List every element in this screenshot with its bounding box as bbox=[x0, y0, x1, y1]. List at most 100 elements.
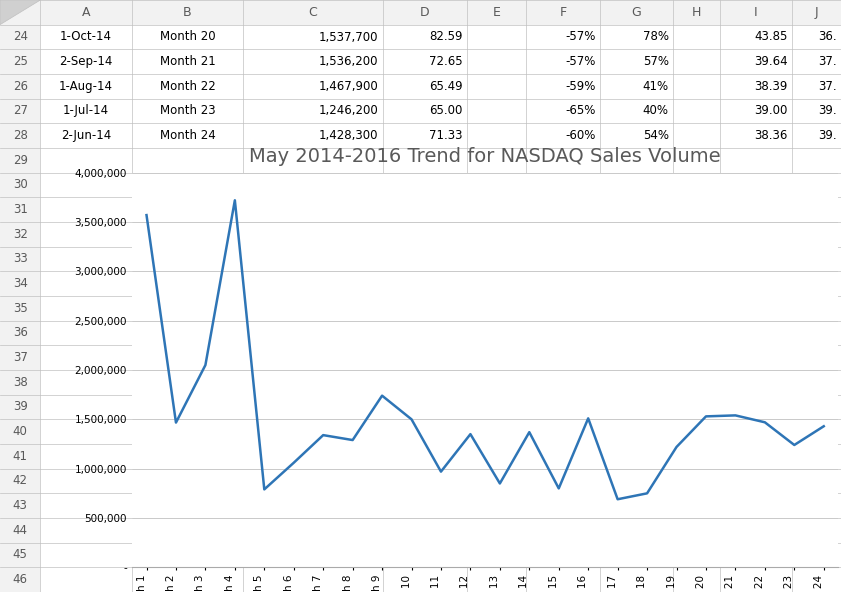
Text: 1,428,300: 1,428,300 bbox=[319, 129, 378, 142]
Bar bbox=[0, 49, 40, 74]
Text: -59%: -59% bbox=[565, 80, 596, 93]
Text: B: B bbox=[183, 6, 192, 19]
Bar bbox=[0, 0, 40, 25]
Text: 42: 42 bbox=[13, 475, 28, 487]
Bar bbox=[0, 173, 40, 197]
Text: 82.59: 82.59 bbox=[429, 31, 463, 43]
Text: 36: 36 bbox=[13, 327, 28, 339]
Text: 31: 31 bbox=[13, 203, 28, 216]
Text: 38: 38 bbox=[13, 376, 28, 389]
Bar bbox=[0, 0, 841, 25]
Bar bbox=[0, 345, 40, 370]
Text: 37.: 37. bbox=[818, 80, 837, 93]
Text: 24: 24 bbox=[13, 31, 28, 43]
Text: 43: 43 bbox=[13, 499, 28, 512]
Bar bbox=[0, 370, 40, 395]
Bar bbox=[0, 296, 40, 321]
Text: 38.36: 38.36 bbox=[754, 129, 787, 142]
Text: 43.85: 43.85 bbox=[754, 31, 787, 43]
Title: May 2014-2016 Trend for NASDAQ Sales Volume: May 2014-2016 Trend for NASDAQ Sales Vol… bbox=[249, 147, 721, 166]
Text: 46: 46 bbox=[13, 573, 28, 586]
Text: 34: 34 bbox=[13, 277, 28, 290]
Bar bbox=[0, 74, 40, 99]
Bar bbox=[0, 25, 40, 49]
Text: 39.00: 39.00 bbox=[754, 105, 787, 117]
Text: A: A bbox=[82, 6, 90, 19]
Text: -60%: -60% bbox=[565, 129, 596, 142]
Text: 40%: 40% bbox=[643, 105, 669, 117]
Bar bbox=[0, 395, 40, 419]
Text: 1,467,900: 1,467,900 bbox=[319, 80, 378, 93]
Text: 1,246,200: 1,246,200 bbox=[319, 105, 378, 117]
Text: Month 23: Month 23 bbox=[160, 105, 215, 117]
Text: 2-Jun-14: 2-Jun-14 bbox=[61, 129, 111, 142]
Text: I: I bbox=[754, 6, 758, 19]
Text: G: G bbox=[632, 6, 642, 19]
Text: 39.64: 39.64 bbox=[754, 55, 787, 68]
Text: Month 21: Month 21 bbox=[160, 55, 215, 68]
Bar bbox=[0, 271, 40, 296]
Text: 65.49: 65.49 bbox=[429, 80, 463, 93]
Text: C: C bbox=[309, 6, 317, 19]
Text: 41: 41 bbox=[13, 450, 28, 463]
Text: 26: 26 bbox=[13, 80, 28, 93]
Text: 29: 29 bbox=[13, 154, 28, 167]
Text: 40: 40 bbox=[13, 425, 28, 438]
Text: 72.65: 72.65 bbox=[429, 55, 463, 68]
Text: 39: 39 bbox=[13, 401, 28, 413]
Text: 33: 33 bbox=[13, 253, 28, 265]
Bar bbox=[0, 197, 40, 222]
Bar bbox=[0, 99, 40, 123]
Text: -57%: -57% bbox=[565, 31, 596, 43]
Bar bbox=[0, 493, 40, 518]
Text: 37: 37 bbox=[13, 351, 28, 364]
Bar bbox=[0, 222, 40, 247]
Text: 32: 32 bbox=[13, 228, 28, 241]
Bar bbox=[0, 518, 40, 543]
Text: 41%: 41% bbox=[643, 80, 669, 93]
Text: 1-Jul-14: 1-Jul-14 bbox=[63, 105, 109, 117]
Text: Month 20: Month 20 bbox=[160, 31, 215, 43]
Text: -57%: -57% bbox=[565, 55, 596, 68]
Text: Month 22: Month 22 bbox=[160, 80, 215, 93]
Text: 28: 28 bbox=[13, 129, 28, 142]
Text: 65.00: 65.00 bbox=[429, 105, 463, 117]
Text: 44: 44 bbox=[13, 524, 28, 537]
Text: 37.: 37. bbox=[818, 55, 837, 68]
Text: 38.39: 38.39 bbox=[754, 80, 787, 93]
Text: 36.: 36. bbox=[818, 31, 837, 43]
Bar bbox=[0, 247, 40, 271]
Polygon shape bbox=[0, 0, 40, 25]
Text: D: D bbox=[420, 6, 430, 19]
Text: H: H bbox=[692, 6, 701, 19]
Text: 54%: 54% bbox=[643, 129, 669, 142]
Bar bbox=[0, 567, 40, 592]
Text: 1,536,200: 1,536,200 bbox=[319, 55, 378, 68]
Text: F: F bbox=[559, 6, 567, 19]
Bar bbox=[0, 444, 40, 469]
Text: 39.: 39. bbox=[818, 105, 837, 117]
Bar bbox=[0, 419, 40, 444]
Text: 27: 27 bbox=[13, 105, 28, 117]
Text: 1-Oct-14: 1-Oct-14 bbox=[60, 31, 112, 43]
Text: 35: 35 bbox=[13, 302, 28, 315]
Text: 45: 45 bbox=[13, 549, 28, 561]
Text: 30: 30 bbox=[13, 179, 28, 191]
Text: 1-Aug-14: 1-Aug-14 bbox=[59, 80, 113, 93]
Bar bbox=[0, 321, 40, 345]
Bar bbox=[0, 469, 40, 493]
Text: 71.33: 71.33 bbox=[429, 129, 463, 142]
Text: J: J bbox=[814, 6, 818, 19]
Text: 25: 25 bbox=[13, 55, 28, 68]
Text: Month 24: Month 24 bbox=[160, 129, 215, 142]
Text: 39.: 39. bbox=[818, 129, 837, 142]
Text: 57%: 57% bbox=[643, 55, 669, 68]
Text: 78%: 78% bbox=[643, 31, 669, 43]
Text: E: E bbox=[492, 6, 500, 19]
Bar bbox=[0, 148, 40, 173]
Text: 1,537,700: 1,537,700 bbox=[319, 31, 378, 43]
Bar bbox=[0, 543, 40, 567]
Text: -65%: -65% bbox=[565, 105, 596, 117]
Text: 2-Sep-14: 2-Sep-14 bbox=[60, 55, 113, 68]
Bar bbox=[0, 123, 40, 148]
